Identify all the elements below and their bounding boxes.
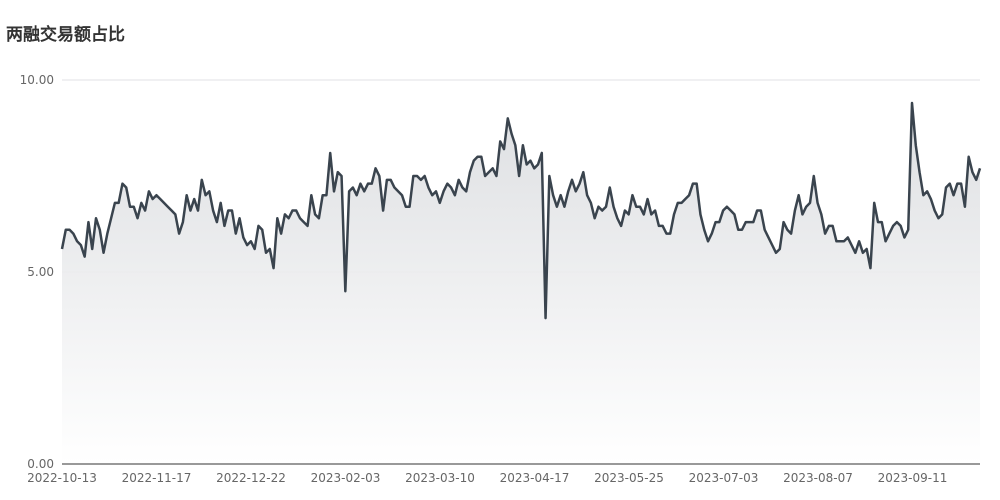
x-tick-label: 2022-11-17 [122,471,192,485]
x-tick-label: 2023-03-10 [405,471,475,485]
x-tick-label: 2022-10-13 [27,471,97,485]
y-axis-ticks: 0.00 5.00 10.00 [20,73,54,471]
x-tick-label: 2022-12-22 [216,471,286,485]
x-tick-label: 2023-09-11 [878,471,948,485]
area-fill [62,103,980,464]
x-axis-ticks: 2022-10-13 2022-11-17 2022-12-22 2023-02-03… [27,471,947,485]
x-tick-label: 2023-07-03 [689,471,759,485]
series-line [60,101,982,320]
x-tick-label: 2023-08-07 [783,471,853,485]
x-tick-label: 2023-05-25 [594,471,664,485]
y-tick-label: 0.00 [27,457,54,471]
y-tick-label: 5.00 [27,265,54,279]
x-tick-label: 2023-04-17 [500,471,570,485]
chart-title: 两融交易额占比 [6,25,125,45]
x-tick-label: 2023-02-03 [311,471,381,485]
y-tick-label: 10.00 [20,73,54,87]
